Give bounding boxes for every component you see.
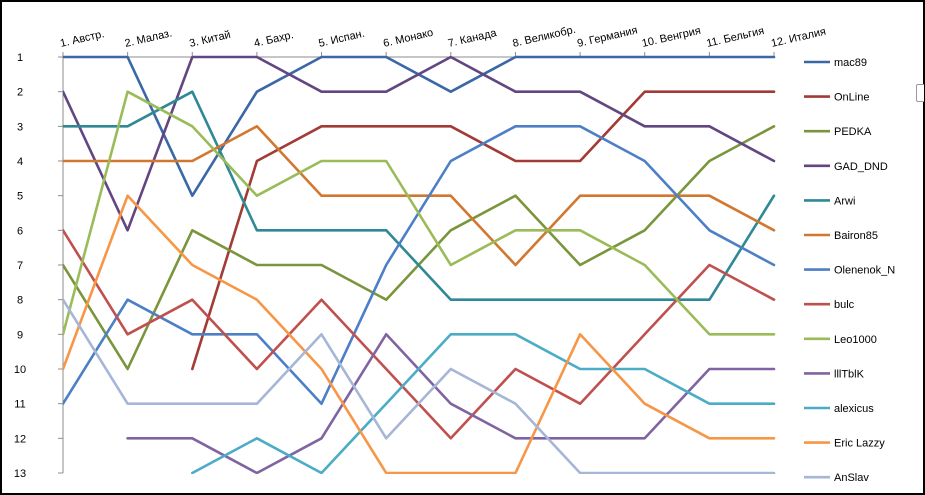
legend-label-pedka: PEDKA [834, 126, 872, 138]
y-tick-label: 9 [17, 329, 23, 341]
x-tick-label: 8. Великобр. [511, 24, 576, 50]
x-tick-label: 9. Германия [576, 24, 639, 50]
x-tick-label: 10. Венгрия [641, 25, 702, 50]
x-tick-label: 6. Монако [382, 27, 434, 50]
y-tick-label: 1 [17, 52, 23, 64]
y-tick-label: 8 [17, 295, 23, 307]
legend-label-alexicus: alexicus [834, 403, 874, 415]
legend-label-online: OnLine [834, 92, 869, 104]
series-group [63, 55, 776, 474]
series-line-anslav [63, 298, 776, 474]
series-line-alexicus [191, 333, 776, 474]
series-line-gad-dnd [63, 55, 776, 232]
series-line-pedka [63, 125, 776, 371]
legend-label-llltblk: lllTblK [834, 368, 865, 380]
legend-label-arwi: Arwi [834, 195, 855, 207]
x-tick-label: 7. Канада [447, 27, 499, 50]
y-tick-label: 10 [14, 364, 26, 376]
x-tick-label: 4. Бахр. [253, 29, 295, 50]
legend-label-leo1000: Leo1000 [834, 334, 877, 346]
x-tick-label: 5. Испан. [318, 28, 366, 50]
legend-label-anslav: AnSlav [834, 472, 869, 484]
series-line-arwi [63, 90, 776, 301]
legend-label-bulc: bulc [834, 299, 855, 311]
series-line-bulc [63, 229, 776, 440]
y-tick-label: 13 [14, 468, 26, 480]
y-tick-label: 7 [17, 260, 23, 272]
legend-label-bairon85: Bairon85 [834, 230, 878, 242]
y-tick-label: 3 [17, 121, 23, 133]
y-tick-label: 6 [17, 225, 23, 237]
legend-label-gad-dnd: GAD_DND [834, 161, 888, 173]
x-tick-label: 1. Австр. [59, 28, 106, 50]
series-line-eric-lazzy [63, 194, 776, 474]
y-tick-label: 12 [14, 433, 26, 445]
y-tick-label: 4 [17, 156, 23, 168]
legend-label-eric-lazzy: Eric Lazzy [834, 438, 885, 450]
y-tick-label: 2 [17, 87, 23, 99]
legend-label-mac89: mac89 [834, 57, 867, 69]
y-tick-label: 11 [14, 399, 25, 411]
x-tick-label: 2. Малаз. [124, 27, 174, 50]
legend-label-olenenok-n: Olenenok_N [834, 265, 895, 277]
scroll-tab-handle[interactable] [916, 84, 924, 102]
y-tick-label: 5 [17, 191, 23, 203]
x-tick-label: 11. Бельгия [705, 25, 765, 50]
series-line-bairon85 [63, 125, 776, 267]
series-line-leo1000 [63, 90, 776, 336]
x-tick-label: 12. Италия [770, 26, 827, 50]
x-tick-label: 3. Китай [188, 29, 232, 50]
